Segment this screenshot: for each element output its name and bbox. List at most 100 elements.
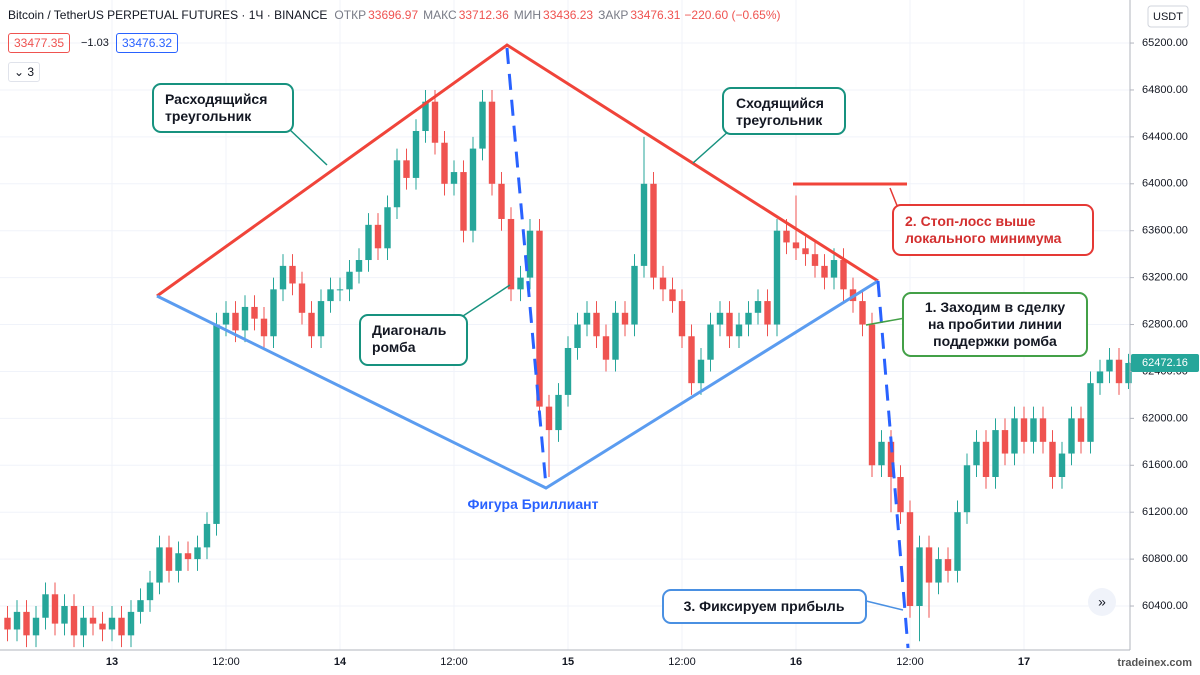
callout-line: треугольник [165,108,252,124]
candle-body [583,312,591,325]
x-tick-label: 12:00 [668,656,696,668]
buy-price[interactable]: 33476.32 [116,33,179,53]
candle-body [61,606,68,624]
last-price-label: 62472.16 [1142,357,1188,369]
candle-body [1077,418,1085,442]
candle-body [640,183,648,266]
callout-text: 1. Заходим в сделку на пробитии линии подд… [925,299,1066,349]
callout-stop-loss: 2. Стоп-лосс выше локального минимума [889,187,1094,256]
candle-body [574,324,581,348]
candle-body [887,441,895,478]
scroll-to-latest-button[interactable] [1088,588,1116,616]
callout-box [722,87,846,135]
ohlc-value: 33476.31 [630,8,681,22]
callout-pointer [692,129,731,164]
callout-box [892,204,1094,256]
candle-body [935,559,942,583]
pattern-label: Фигура Бриллиант [468,496,599,512]
y-tick-label: 64400.00 [1142,131,1188,143]
candle-body [811,254,819,266]
candle-body [498,183,505,219]
candle-body [963,465,971,513]
x-tick-label: 14 [334,656,347,668]
candle-body [916,547,923,607]
candle-body [23,611,30,636]
candle-body [783,230,790,243]
candle-body [545,406,553,431]
currency-label[interactable]: USDT [1153,11,1183,23]
callout-line: 2. Стоп-лосс выше [905,213,1036,229]
candle-body [317,301,325,337]
candle-body [32,617,40,636]
y-tick-label: 62000.00 [1142,412,1188,424]
candle-body [688,336,695,384]
spread: −1.03 [81,37,109,49]
watermark: tradeinex.com [1117,657,1192,669]
candle-body [4,617,11,630]
x-tick-label: 12:00 [212,656,240,668]
ohlc-value: 33712.36 [458,8,509,22]
ohlc-label: ОТКР [334,8,367,22]
callout-line: поддержки ромба [933,333,1057,349]
scroll-icon: » [1098,594,1106,610]
candle-body [1058,453,1066,478]
callout-diagonal: Диагональ ромба [359,284,511,366]
candle-body [517,277,524,290]
candle-body [1106,359,1113,372]
candle-body [859,301,866,325]
diamond-pattern [156,43,910,649]
candle-body [127,611,135,636]
candle-body [726,312,733,337]
candle-body [203,523,211,548]
x-tick-label: 13 [106,656,118,668]
sell-price[interactable]: 33477.35 [8,33,71,53]
candle-body [270,289,277,337]
symbol-title[interactable]: Bitcoin / TetherUS PERPETUAL FUTURES · 1… [8,8,328,22]
candle-body [393,160,401,208]
x-tick-label: 12:00 [896,656,924,668]
candle-body [745,312,752,325]
axis-layer: 60400.00 60800.00 61200.00 61600.00 62000.00… [106,37,1199,668]
callout-text: Расходящийся треугольник [165,91,267,124]
callout-converging: Сходящийся треугольник [692,87,846,164]
candle-body [973,441,980,466]
candle-body [289,265,296,284]
callout-box [359,314,468,366]
candle-body [13,611,21,630]
y-tick-label: 64800.00 [1142,84,1188,96]
candle-body [697,359,705,384]
candle-body [612,312,619,360]
ohlc-legend: ОТКР 33696.97 МАКС 33712.36 МИН 33436.23 ЗАКР 3… [331,8,680,22]
diamond-diagonal [505,47,548,487]
candle-body [251,306,258,319]
candle-body [374,224,382,249]
x-tick-label: 15 [562,656,574,668]
candle-body [992,430,999,478]
symbol-header: Bitcoin / TetherUS PERPETUAL FUTURES · 1… [8,8,781,22]
candle-body [70,606,78,636]
candle-body [669,289,676,302]
candle-body [754,301,762,313]
callout-line: Диагональ [372,322,447,338]
candle-layer [4,89,1132,648]
x-tick-label: 12:00 [440,656,468,668]
candle-body [716,312,724,325]
candle-body [621,312,629,325]
candle-body [1087,383,1094,442]
diamond-bottom-lines [156,279,879,490]
currency-box[interactable] [1147,5,1189,28]
ohlc-label: ЗАКР [598,8,629,22]
callout-line: 1. Заходим в сделку [925,299,1066,315]
candle-body [954,512,961,571]
callout-pointer [287,127,328,166]
y-tick-label: 60400.00 [1142,600,1188,612]
candle-body [137,600,144,612]
y-tick-label: 62800.00 [1142,318,1188,330]
callout-diverging: Расходящийся треугольник [152,83,328,166]
candle-body [241,306,249,331]
candle-body [365,224,372,261]
candle-body [80,617,87,636]
indicators-toggle[interactable]: ⌄ 3 [8,62,41,82]
y-tick-label: 63600.00 [1142,225,1188,237]
candle-body [1068,418,1075,454]
